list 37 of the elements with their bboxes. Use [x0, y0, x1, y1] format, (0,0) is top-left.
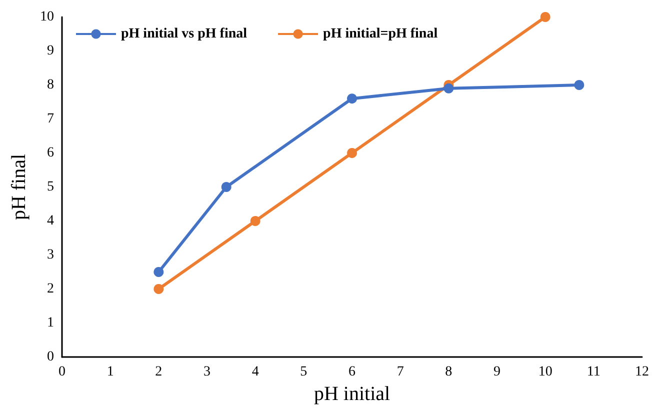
point — [250, 216, 260, 226]
point — [540, 12, 550, 22]
x-axis-title: pH initial — [314, 382, 390, 405]
x-tick-label: 11 — [586, 364, 600, 380]
y-tick-label: 8 — [47, 78, 54, 92]
point — [347, 94, 357, 104]
point — [221, 182, 232, 192]
y-tick-label: 10 — [40, 10, 54, 24]
x-tick-label: 7 — [396, 364, 404, 380]
legend-label: pH initial=pH final — [323, 26, 438, 42]
y-tick-label: 1 — [47, 316, 54, 330]
y-tick-label: 2 — [47, 282, 54, 296]
x-tick-label: 1 — [106, 364, 114, 380]
x-tick-label: 0 — [58, 364, 66, 380]
point — [154, 267, 164, 277]
x-tick-label: 12 — [635, 364, 649, 380]
y-tick-label: 0 — [47, 350, 54, 364]
x-tick-label: 9 — [494, 364, 500, 380]
x-tick-label: 10 — [538, 364, 552, 380]
point — [574, 80, 584, 90]
legend-label: pH initial vs pH final — [121, 26, 248, 42]
x-tick-label: 8 — [445, 364, 452, 380]
point — [444, 83, 454, 94]
y-tick-label: 6 — [47, 146, 54, 160]
y-tick-label: 7 — [47, 112, 54, 126]
point — [154, 284, 164, 294]
y-tick-label: 3 — [47, 248, 54, 262]
x-tick-label: 6 — [348, 364, 356, 380]
x-tick-label: 3 — [204, 364, 210, 380]
y-tick-label: 4 — [47, 214, 54, 228]
x-tick-label: 5 — [300, 364, 308, 380]
x-tick-label: 2 — [155, 364, 162, 380]
y-axis-title: pH final — [8, 154, 30, 220]
y-tick-label: 5 — [47, 180, 54, 194]
y-tick-label: 9 — [47, 44, 54, 58]
x-tick-label: 4 — [252, 364, 259, 380]
point — [347, 148, 357, 158]
